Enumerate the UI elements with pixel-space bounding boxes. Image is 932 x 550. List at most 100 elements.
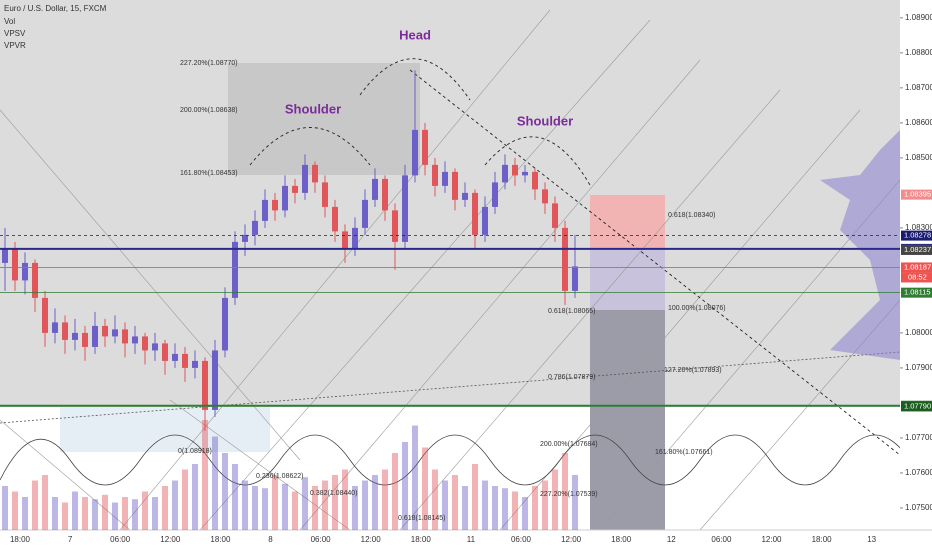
volume-bar	[292, 491, 298, 530]
candle-body	[262, 199, 268, 221]
x-tick-label: 12:00	[160, 535, 181, 544]
candle-body	[142, 336, 148, 351]
volume-bar	[362, 480, 368, 530]
volume-bar	[112, 502, 118, 530]
volume-bar	[512, 491, 518, 530]
fib-label: 161.80%(1.08453)	[180, 170, 238, 177]
volume-bar	[522, 497, 528, 530]
price-tag-label: 1.08278	[904, 231, 931, 240]
candle-body	[22, 262, 28, 281]
fib-label: 0.618(1.08065)	[548, 308, 595, 315]
candle-body	[452, 171, 458, 200]
candle-body	[472, 192, 478, 235]
x-tick-label: 12:00	[761, 535, 782, 544]
candle-body	[302, 164, 308, 193]
fib-label: 227.20%(1.08770)	[180, 60, 238, 67]
price-tag-label: 1.07790	[904, 401, 931, 410]
volume-bar	[172, 480, 178, 530]
volume-bar	[232, 464, 238, 530]
indicator-label: VPSV	[4, 29, 26, 38]
candle-body	[442, 171, 448, 186]
x-tick-label: 12:00	[361, 535, 382, 544]
y-tick-label: 1.07700	[905, 433, 932, 442]
candle-body	[372, 178, 378, 200]
candle-body	[412, 129, 418, 176]
volume-bar	[562, 453, 568, 530]
candle-body	[502, 164, 508, 183]
fib-label: 0.618(1.08145)	[398, 515, 445, 522]
cycle-wave	[0, 434, 911, 486]
volume-bar	[342, 469, 348, 530]
x-tick-label: 18:00	[411, 535, 432, 544]
volume-bar	[372, 475, 378, 530]
volume-bar	[322, 480, 328, 530]
y-tick-label: 1.08500	[905, 153, 932, 162]
candle-body	[542, 189, 548, 204]
price-tag	[901, 262, 932, 273]
risk-box	[590, 195, 665, 250]
candle-body	[432, 164, 438, 186]
shaded-region	[0, 0, 900, 407]
projection-box	[590, 310, 665, 530]
pattern-label: Shoulder	[285, 101, 341, 116]
candle-body	[2, 248, 8, 263]
price-tag-label: 1.08395	[904, 190, 931, 199]
volume-bar	[472, 464, 478, 530]
volume-bar	[552, 469, 558, 530]
candle-body	[482, 206, 488, 235]
candle-body	[572, 266, 578, 291]
candle-body	[512, 164, 518, 176]
x-tick-label: 18:00	[10, 535, 31, 544]
x-tick-label: 18:00	[812, 535, 833, 544]
volume-bar	[382, 469, 388, 530]
x-tick-label: 12:00	[561, 535, 582, 544]
volume-bar	[442, 480, 448, 530]
volume-bar	[52, 497, 58, 530]
fib-label: 0.618(1.08340)	[668, 212, 715, 219]
volume-bar	[132, 499, 138, 530]
candle-body	[122, 329, 128, 344]
candle-body	[292, 185, 298, 193]
indicator-label: VPVR	[4, 41, 26, 50]
fib-label: 0.236(1.08622)	[256, 473, 303, 480]
y-tick-label: 1.08600	[905, 118, 932, 127]
fib-label: 100.00%(1.08076)	[668, 305, 726, 312]
volume-bar	[272, 475, 278, 530]
fib-label: 227.20%(1.07539)	[540, 491, 598, 498]
candle-body	[552, 203, 558, 228]
y-tick-label: 1.08800	[905, 48, 932, 57]
y-tick-label: 1.07600	[905, 468, 932, 477]
candle-body	[462, 192, 468, 200]
volume-bar	[32, 480, 38, 530]
volume-bar	[212, 436, 218, 530]
candle-body	[152, 343, 158, 351]
volume-bar	[282, 483, 288, 530]
candle-body	[272, 199, 278, 211]
candle-body	[382, 178, 388, 211]
candle-body	[172, 353, 178, 361]
candle-body	[252, 220, 258, 235]
volume-bar	[242, 480, 248, 530]
trend-line	[409, 69, 901, 456]
volume-bar	[2, 486, 8, 530]
candle-body	[232, 241, 238, 298]
price-tag-label: 1.08237	[904, 245, 931, 254]
price-tag	[901, 287, 932, 298]
x-tick-label: 12	[667, 535, 676, 544]
fib-label: 200.00%(1.08638)	[180, 107, 238, 114]
fib-label: 200.00%(1.07684)	[540, 441, 598, 448]
candle-body	[392, 210, 398, 242]
x-tick-label: 7	[68, 535, 73, 544]
countdown-tag	[901, 272, 932, 283]
volume-bar	[302, 477, 308, 530]
candle-body	[212, 350, 218, 410]
candle-body	[82, 332, 88, 347]
candle-body	[402, 175, 408, 242]
candle-body	[532, 171, 538, 190]
pattern-label: Head	[399, 27, 431, 42]
volume-bar	[502, 488, 508, 530]
x-tick-label: 18:00	[611, 535, 632, 544]
fib-label: 0(1.08918)	[178, 448, 212, 455]
volume-bar	[412, 425, 418, 530]
